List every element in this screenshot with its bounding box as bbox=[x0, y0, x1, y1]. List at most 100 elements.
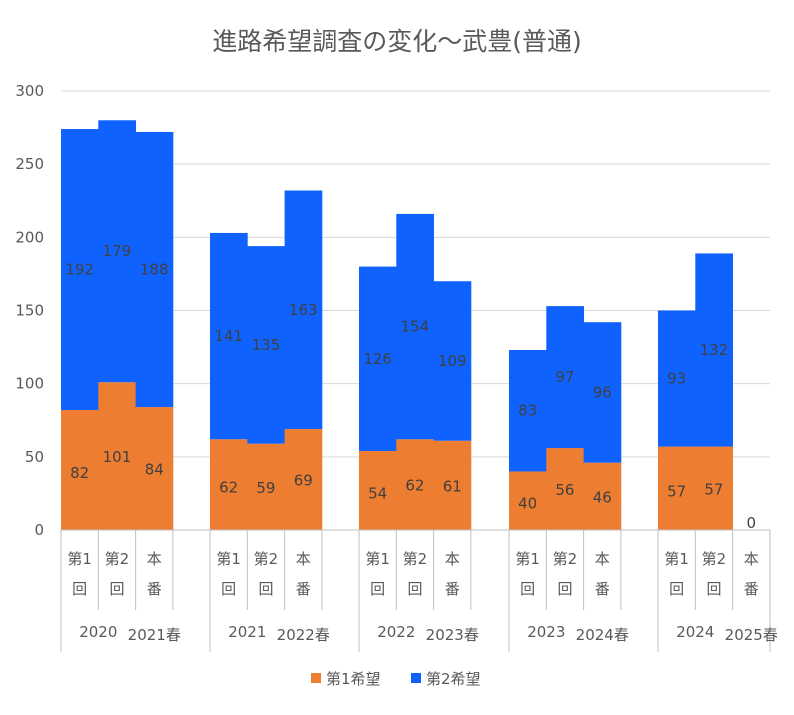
data-label-series1: 62 bbox=[219, 479, 238, 497]
category-label-line1: 本 bbox=[296, 550, 311, 568]
category-label-line1: 第2 bbox=[403, 550, 428, 568]
category-label-line1: 第1 bbox=[67, 550, 92, 568]
category-label-line1: 本 bbox=[445, 550, 460, 568]
bar-series1 bbox=[396, 439, 434, 530]
data-label-series1: 69 bbox=[294, 472, 313, 490]
data-label-series1: 46 bbox=[593, 488, 612, 506]
category-label-line2: 回 bbox=[221, 580, 236, 598]
category-label-line2: 回 bbox=[669, 580, 684, 598]
data-labels: 82 192 101 179 84 188 62 141 59 135 69 163 54 126 62 15… bbox=[65, 242, 756, 532]
data-label-series1: 57 bbox=[667, 482, 686, 500]
category-label-line1: 第2 bbox=[702, 550, 727, 568]
category-label-line2: 回 bbox=[407, 580, 422, 598]
category-label-line1: 第1 bbox=[664, 550, 689, 568]
bar-series1 bbox=[546, 448, 584, 530]
category-label-line1: 本 bbox=[744, 550, 759, 568]
category-label-line1: 第2 bbox=[105, 550, 130, 568]
data-label-series1: 61 bbox=[443, 477, 462, 495]
data-label-series2: 154 bbox=[401, 318, 430, 336]
data-label-series2: 126 bbox=[363, 350, 392, 368]
data-label-series1: 54 bbox=[368, 484, 387, 502]
category-label-line1: 第2 bbox=[553, 550, 578, 568]
category-label-line2: 番 bbox=[296, 580, 311, 598]
group-year-label: 2022 bbox=[377, 623, 415, 641]
bar-series2 bbox=[359, 266, 397, 451]
bar-series1 bbox=[359, 450, 397, 530]
data-label-series1: 82 bbox=[70, 464, 89, 482]
bar-series2 bbox=[61, 129, 99, 411]
data-label-series1: 57 bbox=[704, 480, 723, 498]
bar-series2 bbox=[247, 246, 285, 444]
bar-series1 bbox=[433, 440, 472, 530]
legend-label-series2: 第2希望 bbox=[426, 670, 481, 688]
data-label-series2: 163 bbox=[289, 301, 318, 319]
bar-series1 bbox=[210, 439, 248, 530]
group-year-label: 2020 bbox=[79, 623, 117, 641]
data-label-series2: 97 bbox=[555, 368, 574, 386]
bar-series1 bbox=[284, 429, 323, 530]
data-label-series1: 62 bbox=[405, 477, 424, 495]
bar-series1 bbox=[61, 410, 99, 530]
category-label-line1: 第2 bbox=[254, 550, 279, 568]
category-label-line2: 回 bbox=[370, 580, 385, 598]
bar-series2 bbox=[284, 190, 323, 430]
bar-series2 bbox=[98, 120, 136, 383]
group-year-label: 2023 bbox=[527, 623, 565, 641]
data-label-series2: 93 bbox=[667, 370, 686, 388]
data-label-series2: 83 bbox=[518, 402, 537, 420]
category-label-line1: 第1 bbox=[515, 550, 540, 568]
group-spring-label: 2023春 bbox=[426, 626, 479, 644]
bar-series2 bbox=[583, 322, 622, 463]
group-year-label: 2024 bbox=[676, 623, 714, 641]
group-spring-label: 2024春 bbox=[576, 626, 629, 644]
group-spring-label: 2021春 bbox=[128, 626, 181, 644]
legend-label-series1: 第1希望 bbox=[326, 670, 381, 688]
y-tick-label: 50 bbox=[25, 448, 44, 466]
legend-swatch-series2 bbox=[411, 673, 421, 683]
category-label-line2: 番 bbox=[445, 580, 460, 598]
category-label-line2: 番 bbox=[744, 580, 759, 598]
y-tick-label: 250 bbox=[15, 155, 44, 173]
bar-series2 bbox=[658, 310, 696, 447]
bar-series2 bbox=[695, 253, 733, 447]
y-tick-label: 0 bbox=[34, 521, 44, 539]
bar-series1 bbox=[583, 462, 622, 530]
bar-series2 bbox=[546, 306, 584, 449]
y-tick-label: 150 bbox=[15, 302, 44, 320]
category-label-line1: 第1 bbox=[365, 550, 390, 568]
bar-series2 bbox=[509, 350, 547, 472]
bars bbox=[61, 120, 733, 530]
data-label-series1: 40 bbox=[518, 495, 537, 513]
category-label-line2: 番 bbox=[147, 580, 162, 598]
category-label-line2: 回 bbox=[706, 580, 721, 598]
data-label-series1: 84 bbox=[145, 461, 164, 479]
bar-series1 bbox=[135, 407, 174, 530]
group-year-label: 2021 bbox=[228, 623, 266, 641]
bar-series2 bbox=[210, 232, 248, 440]
bar-series2 bbox=[396, 213, 434, 440]
bar-series2 bbox=[433, 281, 472, 441]
category-label-line2: 回 bbox=[520, 580, 535, 598]
bar-series1 bbox=[98, 382, 136, 530]
bar-series1 bbox=[247, 443, 285, 530]
data-label-series1: 56 bbox=[555, 481, 574, 499]
data-label-series2: 135 bbox=[252, 336, 281, 354]
y-tick-label: 300 bbox=[15, 82, 44, 100]
data-label-series2: 132 bbox=[700, 341, 729, 359]
bar-series1 bbox=[509, 471, 547, 530]
category-label-line2: 番 bbox=[595, 580, 610, 598]
category-label-line1: 第1 bbox=[216, 550, 241, 568]
group-spring-label: 2025春 bbox=[725, 626, 778, 644]
bar-series1 bbox=[658, 446, 696, 530]
data-label-series2: 96 bbox=[593, 383, 612, 401]
bar-series2 bbox=[135, 131, 174, 408]
data-label-series1: 101 bbox=[103, 448, 132, 466]
category-label-line2: 回 bbox=[109, 580, 124, 598]
data-label-series2: 188 bbox=[140, 261, 169, 279]
category-label-line2: 回 bbox=[72, 580, 87, 598]
data-label-series2: 141 bbox=[214, 327, 243, 345]
data-label-series1: 59 bbox=[256, 479, 275, 497]
